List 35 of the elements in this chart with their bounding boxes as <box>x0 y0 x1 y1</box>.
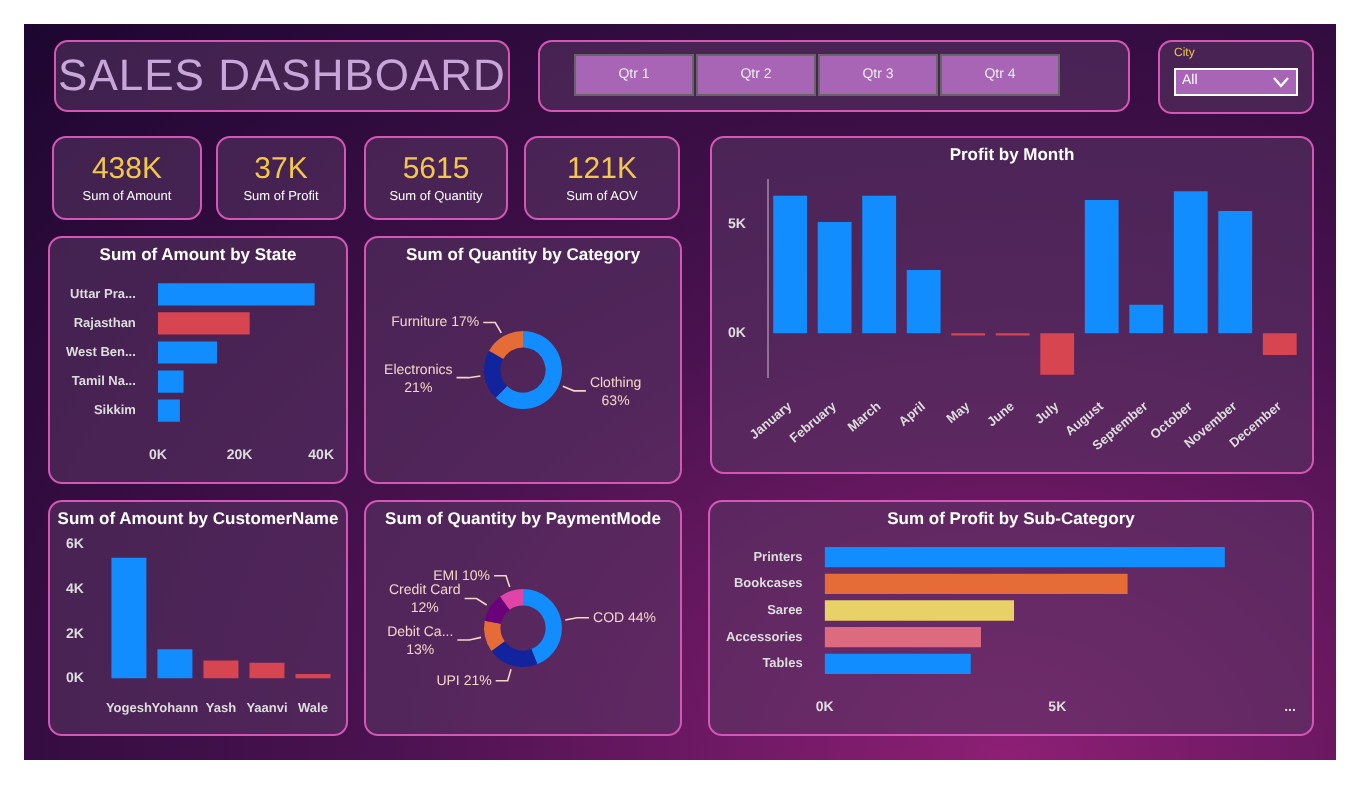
bar <box>824 600 1015 621</box>
chart-title: Sum of Quantity by PaymentMode <box>383 508 663 528</box>
text: 5615 <box>400 152 472 186</box>
bar <box>1129 304 1164 334</box>
bar <box>157 370 184 393</box>
chart-title: Sum of Amount by State <box>97 244 299 264</box>
bar <box>1218 210 1253 334</box>
chart-title: Sum of Profit by Sub-Category <box>885 508 1137 528</box>
bar <box>1262 333 1297 356</box>
text: SALES DASHBOARD <box>56 42 508 110</box>
bar <box>773 195 808 334</box>
bar <box>157 399 180 422</box>
bar <box>906 269 941 334</box>
bar <box>824 627 981 648</box>
bar <box>817 221 852 334</box>
bar <box>111 557 147 679</box>
bar <box>1040 333 1075 375</box>
bar <box>249 662 285 679</box>
text: 121K <box>564 152 640 186</box>
chart-title: Sum of Amount by CustomerName <box>55 508 341 528</box>
bar <box>824 653 971 674</box>
text: 37K <box>252 152 310 186</box>
text: 438K <box>89 152 165 186</box>
bar <box>824 547 1225 568</box>
bar <box>157 341 218 364</box>
bar <box>862 195 897 334</box>
bar <box>157 312 250 335</box>
bar <box>1084 200 1119 334</box>
bar <box>157 649 193 679</box>
bar <box>203 660 239 679</box>
bar <box>824 573 1128 594</box>
chart-title: Profit by Month <box>947 144 1077 164</box>
bar <box>157 283 315 306</box>
bar <box>1173 191 1208 334</box>
chart-title: Sum of Quantity by Category <box>403 244 643 264</box>
